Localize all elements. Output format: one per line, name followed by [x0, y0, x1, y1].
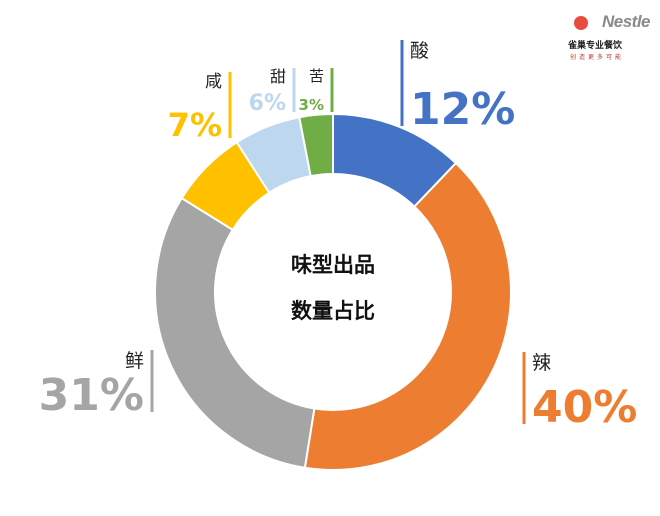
nest-icon	[574, 16, 588, 30]
slice-label-5: 苦	[309, 67, 324, 85]
slice-5	[298, 112, 334, 178]
slice-label-1: 辣	[532, 352, 551, 374]
center-text-line-1: 味型出品	[291, 253, 375, 277]
slices-group	[154, 112, 512, 471]
slice-value-2: 31%	[39, 370, 144, 421]
slice-label-2: 鲜	[125, 350, 144, 372]
slice-value-3: 7%	[168, 106, 222, 144]
slice-label-3: 咸	[205, 72, 222, 92]
slice-1	[303, 161, 512, 471]
slice-value-5: 3%	[299, 96, 324, 114]
slice-value-0: 12%	[410, 84, 515, 135]
slice-value-4: 6%	[249, 91, 286, 116]
logo-cn-text: 雀巢专业餐饮	[568, 41, 623, 51]
logo-sub-text: 创造更多可能	[570, 54, 625, 61]
center-text-line-2: 数量占比	[291, 299, 375, 323]
logo-brand: Nestle	[601, 12, 651, 31]
slice-label-4: 甜	[270, 67, 286, 86]
labels-group: 酸 12% 辣 40% 鲜31% 咸 7% 甜 6% 苦 3%	[39, 40, 637, 433]
slice-label-0: 酸	[410, 40, 429, 62]
slice-value-1: 40%	[532, 382, 637, 433]
nestle-logo: Nestle 雀巢专业餐饮 创造更多可能	[566, 12, 651, 66]
slice-2	[154, 196, 316, 469]
